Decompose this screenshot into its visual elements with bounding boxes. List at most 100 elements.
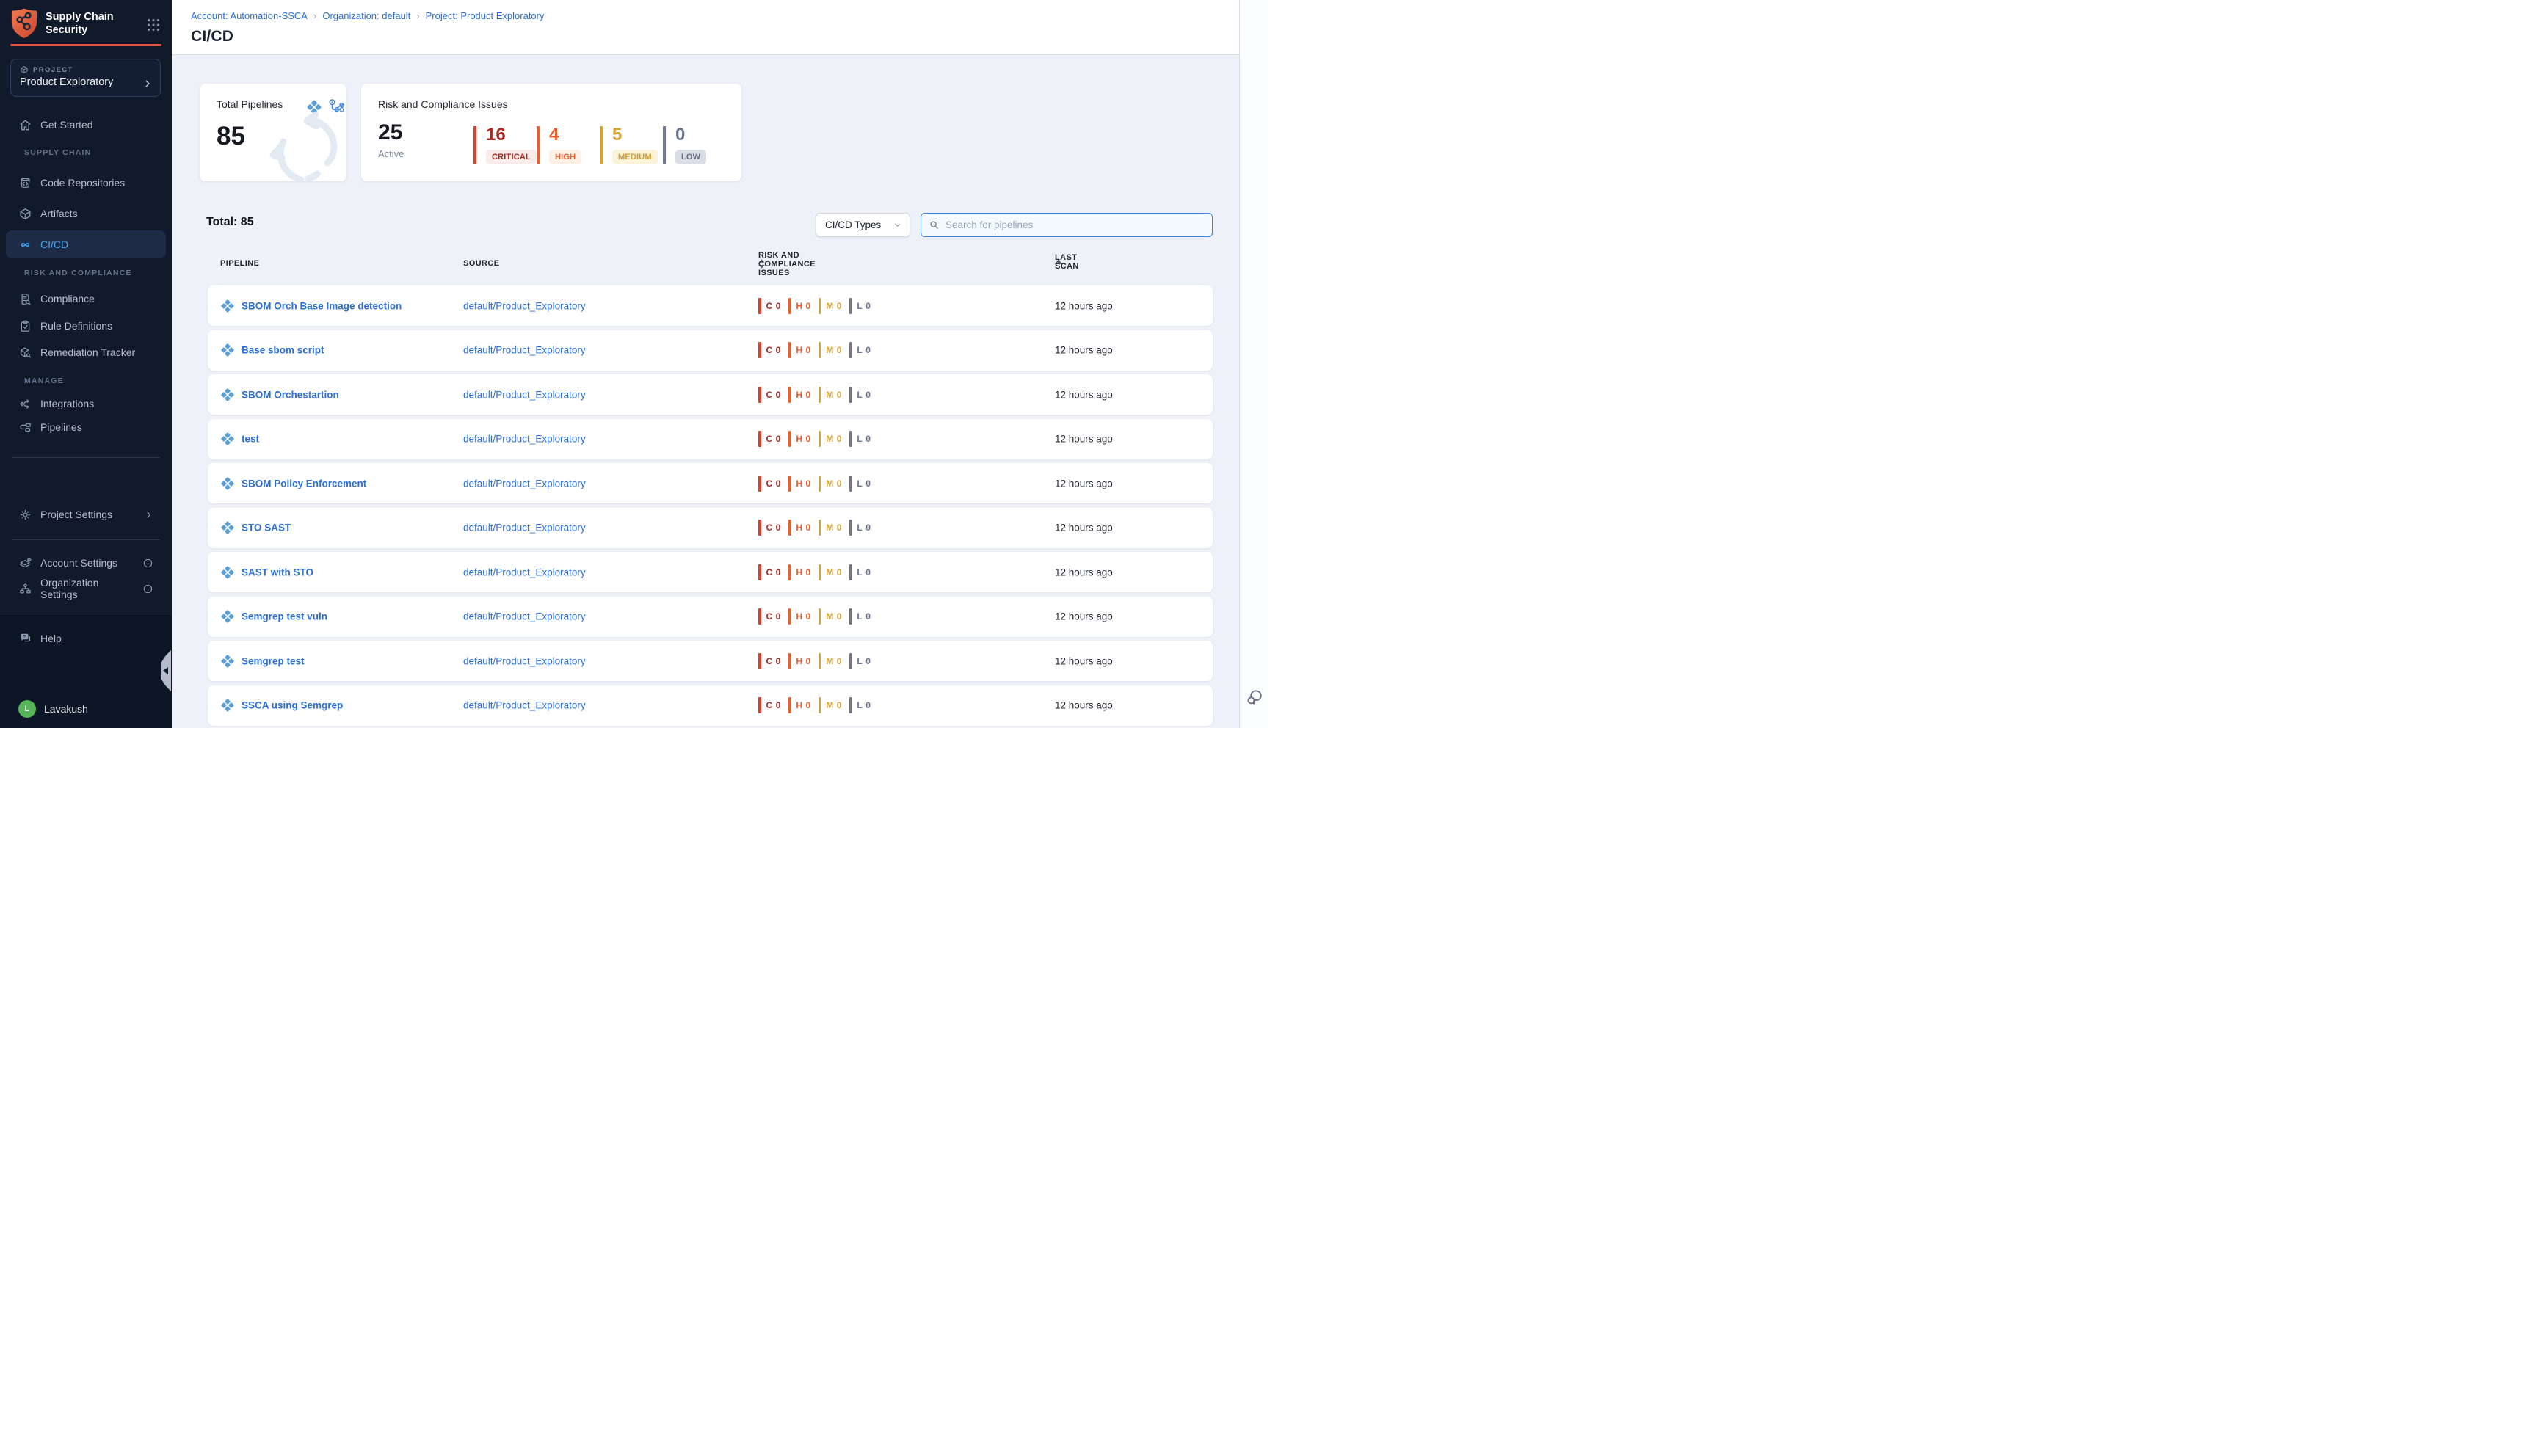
sidebar-item-code-repositories[interactable]: Code Repositories bbox=[6, 169, 166, 197]
table-row[interactable]: SSCA using Semgrep default/Product_Explo… bbox=[208, 685, 1213, 726]
document-search-icon bbox=[18, 292, 32, 306]
pipeline-source-link[interactable]: default/Product_Exploratory bbox=[463, 478, 586, 489]
sidebar-collapse-handle[interactable] bbox=[161, 650, 171, 691]
sidebar-item-get-started[interactable]: Get Started bbox=[6, 111, 166, 139]
table-row[interactable]: SAST with STO default/Product_Explorator… bbox=[208, 552, 1213, 592]
pipeline-name-link[interactable]: STO SAST bbox=[242, 522, 291, 534]
pipeline-graph-icon bbox=[327, 98, 346, 117]
pipeline-name-link[interactable]: Semgrep test vuln bbox=[242, 611, 328, 622]
pipeline-name-link[interactable]: test bbox=[242, 433, 260, 445]
last-scan: 12 hours ago bbox=[1055, 300, 1113, 311]
sidebar-item-integrations[interactable]: Integrations bbox=[6, 390, 166, 418]
sidebar-item-rule-definitions[interactable]: Rule Definitions bbox=[6, 312, 166, 340]
pipeline-source-link[interactable]: default/Product_Exploratory bbox=[463, 655, 586, 666]
page-title: CI/CD bbox=[191, 28, 234, 45]
pipeline-source-link[interactable]: default/Product_Exploratory bbox=[463, 389, 586, 400]
pipeline-name-link[interactable]: Base sbom script bbox=[242, 344, 324, 356]
pipeline-name-link[interactable]: SSCA using Semgrep bbox=[242, 699, 344, 711]
info-icon[interactable] bbox=[142, 583, 153, 594]
last-scan: 12 hours ago bbox=[1055, 344, 1113, 356]
user-menu[interactable]: L Lavakush bbox=[6, 695, 166, 723]
sidebar-item-compliance[interactable]: Compliance bbox=[6, 285, 166, 313]
sidebar-item-label: CI/CD bbox=[40, 239, 69, 250]
last-scan: 12 hours ago bbox=[1055, 389, 1113, 400]
severity-count: 16 bbox=[486, 125, 506, 145]
severity-badge: MEDIUM bbox=[612, 150, 658, 164]
sidebar-item-pipelines[interactable]: Pipelines bbox=[6, 413, 166, 441]
total-pipelines-value: 85 bbox=[217, 122, 245, 150]
table-total-count: Total: 85 bbox=[206, 216, 254, 228]
sidebar-footer: ? Help L Lavakush bbox=[0, 614, 172, 728]
breadcrumb-link[interactable]: Organization: default bbox=[322, 10, 411, 21]
pipeline-source-link[interactable]: default/Product_Exploratory bbox=[463, 344, 586, 356]
column-header-risk-issues[interactable]: RISK AND COMPLIANCE ISSUES bbox=[758, 251, 816, 277]
last-scan: 12 hours ago bbox=[1055, 699, 1113, 711]
table-row[interactable]: SBOM Policy Enforcement default/Product_… bbox=[208, 463, 1213, 503]
sidebar-item-artifacts[interactable]: Artifacts bbox=[6, 200, 166, 228]
pipeline-source-link[interactable]: default/Product_Exploratory bbox=[463, 522, 586, 534]
pipeline-source-link[interactable]: default/Product_Exploratory bbox=[463, 567, 586, 578]
cicd-types-dropdown[interactable]: CI/CD Types bbox=[816, 213, 910, 237]
sidebar-item-label: Project Settings bbox=[40, 509, 113, 520]
pipeline-name-link[interactable]: SBOM Orchestartion bbox=[242, 389, 339, 400]
info-icon[interactable] bbox=[142, 558, 153, 569]
pipeline-name-link[interactable]: Semgrep test bbox=[242, 655, 305, 666]
sidebar-item-account-settings[interactable]: Account Settings bbox=[6, 549, 166, 577]
main-content: Total Pipelines 85 bbox=[172, 55, 1239, 728]
table-row[interactable]: Semgrep test default/Product_Exploratory… bbox=[208, 641, 1213, 681]
sidebar-item-project-settings[interactable]: Project Settings bbox=[6, 500, 166, 528]
avatar: L bbox=[18, 700, 36, 718]
sidebar-item-cicd[interactable]: CI/CD bbox=[6, 230, 166, 258]
breadcrumb-link[interactable]: Account: Automation-SSCA bbox=[191, 10, 308, 21]
table-row[interactable]: SBOM Orch Base Image detection default/P… bbox=[208, 285, 1213, 326]
pipeline-source-link[interactable]: default/Product_Exploratory bbox=[463, 611, 586, 622]
column-header-label: RISK AND COMPLIANCE ISSUES bbox=[758, 250, 816, 277]
infinity-icon bbox=[18, 238, 32, 252]
pipeline-name-link[interactable]: SAST with STO bbox=[242, 567, 314, 578]
search-input[interactable] bbox=[946, 219, 1205, 230]
pipeline-name-link[interactable]: SBOM Orch Base Image detection bbox=[242, 300, 402, 311]
pipeline-source-link[interactable]: default/Product_Exploratory bbox=[463, 699, 586, 711]
sidebar-item-label: Pipelines bbox=[40, 421, 82, 433]
project-selector[interactable]: PROJECT Product Exploratory bbox=[10, 59, 161, 97]
sidebar-item-remediation-tracker[interactable]: Remediation Tracker bbox=[6, 338, 166, 366]
pipeline-name-link[interactable]: SBOM Policy Enforcement bbox=[242, 478, 367, 489]
breadcrumb-link[interactable]: Project: Product Exploratory bbox=[425, 10, 545, 21]
chat-bubbles-icon[interactable] bbox=[1245, 688, 1264, 707]
table-row[interactable]: SBOM Orchestartion default/Product_Explo… bbox=[208, 374, 1213, 415]
pipeline-source-link[interactable]: default/Product_Exploratory bbox=[463, 300, 586, 311]
severity-badge: LOW bbox=[675, 150, 707, 164]
column-header-last-scan[interactable]: LAST SCAN bbox=[1055, 253, 1078, 271]
table-row[interactable]: Base sbom script default/Product_Explora… bbox=[208, 330, 1213, 371]
cube-icon bbox=[18, 207, 32, 221]
sidebar-nav: Get Started SUPPLY CHAIN Code Repositori… bbox=[6, 111, 166, 603]
sidebar-item-help[interactable]: ? Help bbox=[6, 625, 166, 652]
section-label-manage: MANAGE bbox=[24, 376, 64, 385]
pipeline-diamond-icon bbox=[219, 564, 236, 580]
module-switcher-grid-icon[interactable] bbox=[145, 17, 161, 33]
breadcrumb-separator: › bbox=[313, 10, 317, 21]
table-row[interactable]: Semgrep test vuln default/Product_Explor… bbox=[208, 596, 1213, 637]
pipeline-source-link[interactable]: default/Product_Exploratory bbox=[463, 433, 586, 445]
sidebar-item-organization-settings[interactable]: Organization Settings bbox=[6, 575, 166, 603]
